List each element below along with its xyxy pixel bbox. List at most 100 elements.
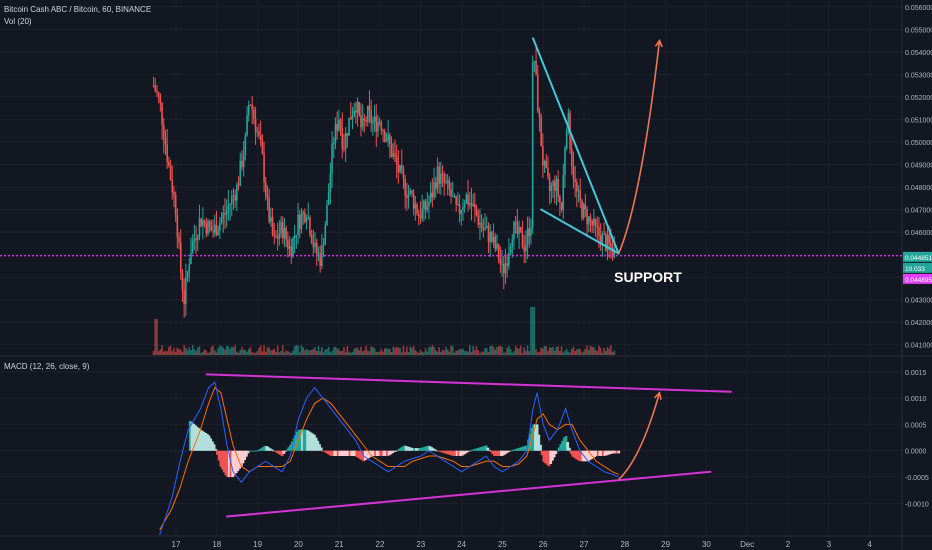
candle-body	[513, 221, 515, 240]
volume-bar	[179, 349, 182, 355]
volume-bar	[258, 347, 260, 355]
y-tick-label: 0.055000	[905, 27, 932, 34]
candle-body	[372, 121, 374, 124]
volume-bar	[409, 346, 412, 355]
candle-body	[506, 263, 508, 266]
histogram-bar	[454, 450, 457, 456]
volume-bar	[254, 352, 257, 355]
histogram-bar	[331, 450, 335, 456]
histogram-bar	[399, 447, 403, 451]
candle-body	[200, 218, 202, 227]
candle-body	[329, 173, 332, 192]
volume-bar	[604, 350, 607, 355]
histogram-bar	[516, 448, 520, 451]
y-tick-label: 0.048000	[905, 185, 932, 192]
volume-bar	[610, 345, 612, 355]
x-tick-label: 18	[212, 540, 221, 549]
volume-bar	[191, 345, 194, 355]
candle-body	[467, 194, 469, 205]
histogram-bar	[284, 450, 287, 452]
histogram-bar	[192, 423, 196, 451]
candle-body	[552, 181, 554, 186]
candle-body	[259, 135, 262, 141]
candle-body	[341, 127, 344, 149]
volume-bar	[319, 351, 321, 355]
volume-bar	[365, 345, 367, 355]
histogram-bar	[579, 450, 583, 462]
volume-bar	[183, 345, 185, 355]
candle-body	[421, 208, 423, 219]
histogram-bar	[445, 450, 449, 454]
candle-body	[406, 196, 408, 199]
histogram-bar	[253, 450, 257, 452]
candle-body	[404, 178, 406, 197]
axes: 0.056000 0.055000 0.054000 0.053000 0.052000…	[172, 5, 932, 549]
candle-body	[547, 168, 549, 178]
volume-bar	[261, 351, 264, 355]
candle-body	[394, 153, 396, 157]
y-tick-label: 0.053000	[905, 72, 932, 79]
volume-bar	[271, 349, 274, 355]
candle-body	[599, 235, 602, 246]
candle-body	[275, 236, 277, 238]
volume-bar	[417, 352, 420, 355]
histogram-bar	[234, 450, 238, 474]
candle-body	[317, 253, 320, 255]
histogram-bar	[612, 450, 615, 454]
candle-body	[264, 182, 267, 196]
volume-bar	[251, 352, 253, 355]
candle-body	[310, 234, 313, 243]
candle-body	[581, 200, 583, 219]
volume-bar	[596, 351, 599, 355]
volume-bar	[208, 352, 211, 355]
histogram-bar	[535, 424, 539, 451]
volume-bar	[349, 352, 352, 355]
volume-bar	[572, 346, 575, 355]
histogram-bar	[413, 448, 417, 451]
volume-bar	[525, 350, 527, 355]
candle-body	[472, 204, 474, 207]
volume-bar	[292, 350, 294, 355]
volume-bar	[543, 345, 546, 355]
histogram-bar	[505, 450, 508, 454]
candle-body	[378, 121, 381, 123]
volume-bar	[487, 352, 490, 355]
volume-bar	[499, 345, 502, 355]
candle-body	[161, 102, 163, 126]
histogram-bar	[246, 450, 250, 454]
candle-body	[263, 153, 265, 183]
histogram-bar	[549, 450, 553, 464]
volume-bar	[249, 347, 252, 355]
volume-bar	[484, 347, 486, 355]
candle-body	[463, 203, 466, 208]
histogram-bar	[272, 450, 275, 452]
candles	[152, 48, 616, 318]
histogram-bar	[486, 447, 490, 451]
volume-bar	[326, 349, 328, 355]
candle-body	[579, 190, 582, 201]
volume-bar	[598, 345, 600, 355]
volume-bar	[555, 346, 558, 355]
x-tick-label: 29	[661, 540, 670, 549]
volume-bar	[259, 345, 262, 355]
histogram-bar	[316, 440, 320, 451]
histogram-bar	[311, 433, 315, 451]
volume-bar	[513, 351, 515, 355]
histogram-bar	[493, 450, 496, 456]
histogram-bar	[380, 450, 384, 456]
histogram-bar	[343, 450, 347, 456]
volume-bar	[355, 347, 357, 355]
candle-body	[331, 143, 333, 174]
histogram-bar	[452, 450, 456, 456]
histogram-bar	[375, 450, 379, 456]
histogram-bar	[476, 448, 479, 451]
histogram-bar	[241, 450, 245, 464]
volume-bar	[458, 349, 461, 355]
histogram-bar	[584, 450, 588, 462]
histogram-bar	[450, 450, 454, 456]
candle-body	[232, 195, 235, 197]
histogram-bar	[607, 450, 610, 455]
candle-body	[176, 214, 179, 238]
candle-body	[168, 161, 170, 166]
